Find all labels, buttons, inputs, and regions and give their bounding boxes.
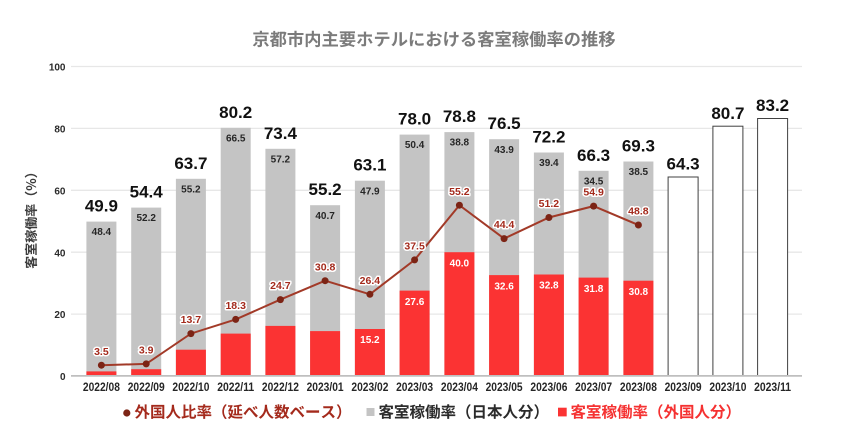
svg-text:15.2: 15.2 (360, 335, 380, 346)
svg-text:30.8: 30.8 (629, 287, 649, 298)
svg-text:44.4: 44.4 (494, 219, 515, 231)
svg-text:78.8: 78.8 (443, 107, 476, 126)
svg-text:2023/08: 2023/08 (620, 380, 657, 394)
svg-text:2022/08: 2022/08 (83, 380, 120, 394)
svg-text:24.7: 24.7 (270, 280, 291, 292)
svg-text:2023/04: 2023/04 (441, 380, 478, 394)
svg-text:52.2: 52.2 (136, 213, 156, 224)
svg-text:60: 60 (54, 186, 66, 197)
svg-text:2023/03: 2023/03 (396, 380, 433, 394)
svg-text:2022/12: 2022/12 (262, 380, 299, 394)
svg-text:40.7: 40.7 (315, 211, 335, 222)
svg-text:0: 0 (60, 372, 66, 383)
svg-text:2023/05: 2023/05 (486, 380, 523, 394)
svg-text:76.5: 76.5 (488, 114, 521, 133)
svg-text:2022/09: 2022/09 (128, 380, 165, 394)
svg-text:63.1: 63.1 (353, 156, 386, 175)
svg-text:39.4: 39.4 (539, 158, 559, 169)
svg-text:73.4: 73.4 (264, 124, 298, 143)
svg-text:38.5: 38.5 (629, 167, 649, 178)
svg-text:2023/02: 2023/02 (351, 380, 388, 394)
svg-text:100: 100 (49, 63, 66, 74)
svg-text:2023/09: 2023/09 (665, 380, 702, 394)
svg-text:83.2: 83.2 (756, 96, 789, 115)
svg-text:49.9: 49.9 (85, 197, 118, 216)
svg-text:57.2: 57.2 (271, 154, 291, 165)
svg-text:64.3: 64.3 (667, 155, 700, 174)
svg-text:26.4: 26.4 (360, 275, 381, 287)
svg-text:78.0: 78.0 (398, 110, 431, 129)
svg-text:18.3: 18.3 (225, 300, 246, 312)
svg-text:50.4: 50.4 (405, 140, 425, 151)
svg-text:27.6: 27.6 (405, 297, 425, 308)
svg-text:2023/07: 2023/07 (575, 380, 612, 394)
svg-text:2023/01: 2023/01 (307, 380, 344, 394)
svg-text:37.5: 37.5 (404, 241, 425, 253)
svg-text:54.9: 54.9 (583, 187, 604, 199)
svg-text:55.2: 55.2 (449, 186, 470, 198)
svg-text:66.3: 66.3 (577, 146, 610, 165)
svg-text:2023/06: 2023/06 (530, 380, 567, 394)
svg-text:40.0: 40.0 (450, 258, 470, 269)
svg-text:63.7: 63.7 (174, 154, 207, 173)
svg-text:20: 20 (54, 310, 66, 321)
svg-text:47.9: 47.9 (360, 186, 380, 197)
svg-text:30.8: 30.8 (315, 261, 336, 273)
svg-text:80.2: 80.2 (219, 103, 252, 122)
svg-text:55.2: 55.2 (309, 180, 342, 199)
svg-text:40: 40 (54, 248, 66, 259)
svg-text:80: 80 (54, 125, 66, 136)
svg-text:48.8: 48.8 (628, 206, 649, 218)
svg-text:3.5: 3.5 (94, 346, 109, 358)
svg-text:3.9: 3.9 (139, 345, 154, 357)
svg-text:32.8: 32.8 (539, 281, 559, 292)
svg-text:69.3: 69.3 (622, 137, 655, 156)
svg-text:55.2: 55.2 (181, 184, 201, 195)
svg-text:13.7: 13.7 (181, 314, 202, 326)
svg-text:2023/11: 2023/11 (754, 380, 791, 394)
svg-text:2023/10: 2023/10 (709, 380, 746, 394)
svg-text:2022/11: 2022/11 (217, 380, 254, 394)
svg-text:66.5: 66.5 (226, 133, 246, 144)
svg-text:51.2: 51.2 (539, 198, 560, 210)
svg-text:32.6: 32.6 (494, 281, 514, 292)
svg-text:38.8: 38.8 (450, 138, 470, 149)
svg-text:48.4: 48.4 (92, 227, 112, 238)
svg-text:31.8: 31.8 (584, 284, 604, 295)
svg-text:54.4: 54.4 (130, 183, 164, 202)
svg-text:80.7: 80.7 (711, 104, 744, 123)
svg-text:72.2: 72.2 (532, 128, 565, 147)
svg-text:34.5: 34.5 (584, 176, 604, 187)
svg-text:2022/10: 2022/10 (172, 380, 209, 394)
svg-text:43.9: 43.9 (494, 145, 514, 156)
